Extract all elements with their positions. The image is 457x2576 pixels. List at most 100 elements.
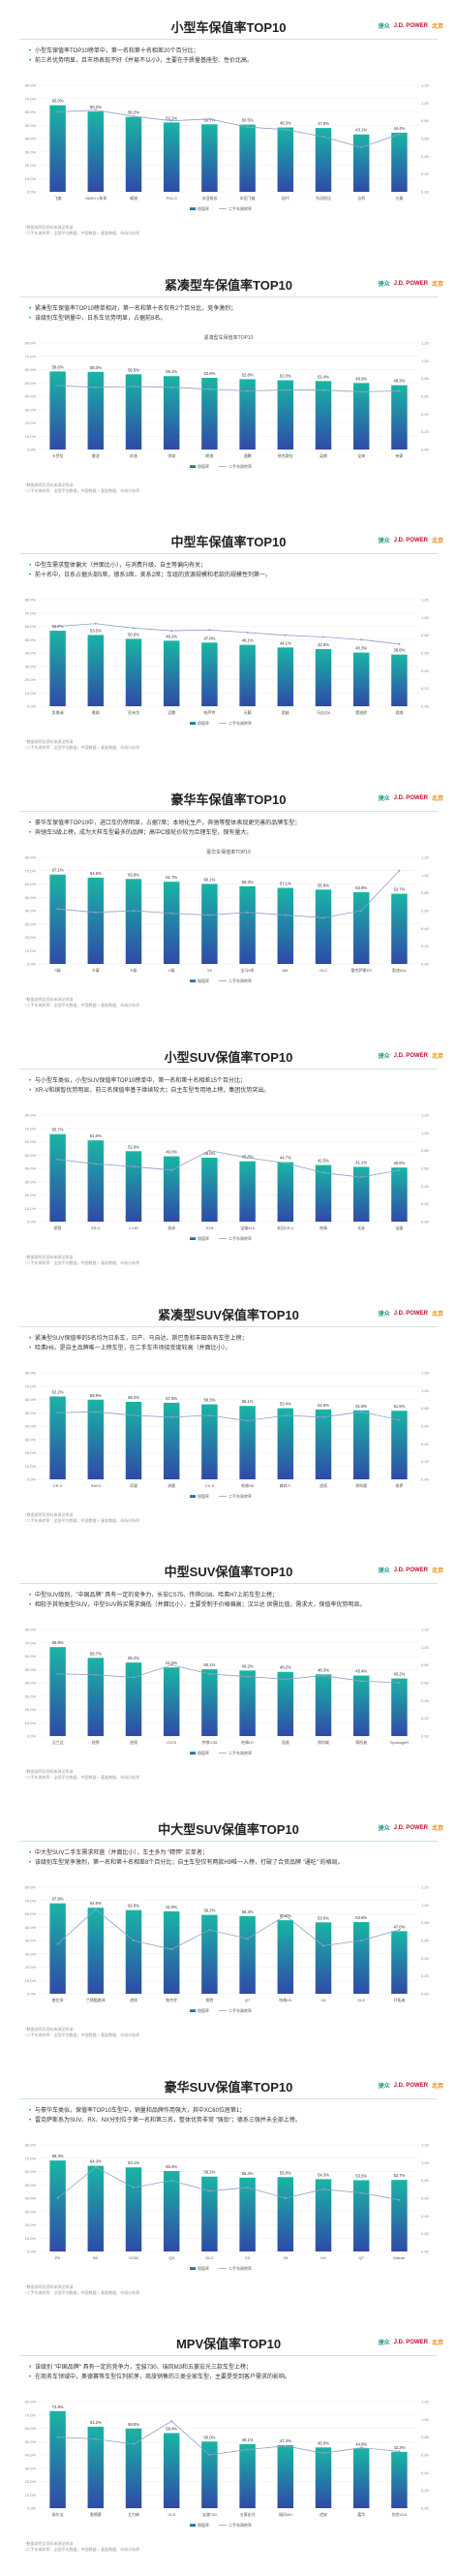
y2-tick-label: 0.40 xyxy=(421,1956,430,1961)
x-tick-label: 艾力绅 xyxy=(128,2511,139,2517)
legend-swatch-bar xyxy=(190,1237,196,1240)
line-point xyxy=(133,2187,135,2188)
y-tick-label: 60.0% xyxy=(25,1139,37,1144)
y-tick-label: 80.0% xyxy=(25,598,37,603)
y-tick-label: 70.0% xyxy=(25,868,37,873)
y-tick-label: 60.0% xyxy=(25,1654,37,1659)
line-point xyxy=(322,1171,324,1174)
brand-logo: J.D. POWER xyxy=(393,1824,428,1831)
bar-line-chart: 0.0% 10.0% 20.0% 30.0% 40.0% 50.0% 60.0% 70.0% 8… xyxy=(19,1876,438,2021)
x-tick-label: 别克GL6 xyxy=(392,2511,408,2517)
bar-value-label: 56.5% xyxy=(128,367,139,372)
divider xyxy=(19,2098,438,2099)
legend-swatch-bar xyxy=(190,2009,196,2012)
brand-logo: 捷众 xyxy=(378,2341,390,2346)
x-tick-label: 五菱 xyxy=(395,195,403,201)
bar-value-label: 64.8% xyxy=(90,871,102,876)
line-point xyxy=(398,2198,401,2201)
line-point xyxy=(322,916,324,919)
line-point xyxy=(56,385,59,387)
line-point xyxy=(284,914,287,916)
bar-value-label: 61.7% xyxy=(166,875,177,880)
brand-logo: J.D. POWER xyxy=(393,794,428,801)
brand-logo: J.D. POWER xyxy=(393,2082,428,2089)
y-tick-label: 0.0% xyxy=(27,1734,37,1739)
brand-logo: 北京 xyxy=(431,539,443,544)
bar-value-label: 42.5% xyxy=(318,1159,329,1164)
x-tick-label: 宝来 xyxy=(357,452,365,458)
legend-label: 保值率 xyxy=(198,463,209,469)
x-tick-label: 马自达6 xyxy=(317,709,331,715)
section-title: 豪华SUV保值率TOP10 xyxy=(164,2080,293,2095)
bar xyxy=(239,124,256,192)
x-tick-label: 丰田致炫 xyxy=(201,195,217,201)
chart-svg: 0.0% 10.0% 20.0% 30.0% 40.0% 50.0% 60.0% 70.0% 8… xyxy=(25,83,430,212)
y-tick-label: 80.0% xyxy=(25,1628,37,1632)
bar-line-chart: 0.0% 10.0% 20.0% 30.0% 40.0% 50.0% 60.0% 70.0% 8… xyxy=(19,74,438,219)
y-tick-label: 30.0% xyxy=(25,2466,37,2470)
y2-tick-label: 1.20 xyxy=(421,1628,430,1632)
line-point xyxy=(133,2443,135,2445)
bar xyxy=(315,128,332,192)
line-point xyxy=(322,2188,324,2190)
y2-tick-label: 0.80 xyxy=(421,2178,430,2183)
y2-tick-label: 0.80 xyxy=(421,890,430,895)
bar-value-label: 53.9% xyxy=(355,885,367,890)
section-title: 紧凑型车保值率TOP10 xyxy=(165,278,292,293)
x-tick-label: 森林人 xyxy=(280,1482,291,1488)
brand-logos: 捷众 J.D. POWER 北京 xyxy=(379,793,443,803)
bar xyxy=(49,2160,66,2251)
y-tick-label: 30.0% xyxy=(25,1951,37,1956)
line-point xyxy=(56,908,59,911)
line-point xyxy=(94,386,97,388)
bar xyxy=(352,383,370,450)
x-tick-label: 开拓者 xyxy=(393,1997,405,2002)
x-tick-label: 卡罗拉 xyxy=(52,452,64,458)
brand-logo: 捷众 xyxy=(378,1054,390,1060)
y-tick-label: 60.0% xyxy=(25,1397,37,1402)
x-tick-label: 凯美瑞 xyxy=(52,709,64,715)
y-tick-label: 20.0% xyxy=(25,677,37,682)
y2-tick-label: 0.20 xyxy=(421,2231,430,2236)
bar xyxy=(201,378,218,450)
bar xyxy=(315,1674,332,1736)
legend-label: 二手车周转率 xyxy=(228,463,252,469)
chart-section: 紧凑型车保值率TOP10 捷众J.D. POWER北京紧凑型车保值率TOP10榜单… xyxy=(0,275,457,517)
bar-value-label: 50.0% xyxy=(203,2435,215,2439)
divider xyxy=(19,296,438,297)
y-tick-label: 10.0% xyxy=(25,948,37,953)
footnotes: *数据说明及资料来源见附录 *二手车周转率：全国平均数据，中国数据 + 基准数据、… xyxy=(25,1255,139,1266)
bar xyxy=(87,1908,105,1994)
brand-logo: 北京 xyxy=(431,1826,443,1832)
legend-swatch-bar xyxy=(190,979,196,982)
line-series xyxy=(57,1150,400,1178)
y-tick-label: 60.0% xyxy=(25,2426,37,2431)
bar-value-label: 47.9% xyxy=(318,121,329,126)
x-tick-label: 飞度 xyxy=(54,195,62,201)
x-tick-label: S级 xyxy=(54,967,61,973)
line-point xyxy=(246,1419,249,1422)
y-tick-label: 70.0% xyxy=(25,1126,37,1131)
divider xyxy=(19,1326,438,1327)
x-tick-label: 天籁 xyxy=(244,709,252,715)
bar-value-label: 62.2% xyxy=(52,1389,64,1394)
y-tick-label: 30.0% xyxy=(25,921,37,926)
y2-tick-label: 0.60 xyxy=(421,137,430,141)
bar-value-label: 67.9% xyxy=(52,1897,64,1902)
line-point xyxy=(322,2452,324,2455)
legend-label: 保值率 xyxy=(198,2265,209,2271)
bar xyxy=(277,1920,294,1994)
bar-value-label: 53.8% xyxy=(203,371,215,376)
legend-label: 二手车周转率 xyxy=(228,205,252,211)
line-point xyxy=(56,2436,59,2438)
bar-value-label: 49.2% xyxy=(166,634,177,638)
bar-value-label: 52.1% xyxy=(166,115,177,120)
y2-tick-label: 0.00 xyxy=(421,1992,430,1997)
y-tick-label: 80.0% xyxy=(25,1885,37,1890)
line-point xyxy=(133,115,135,118)
brand-logo: 捷众 xyxy=(378,539,390,544)
x-tick-label: SportageR xyxy=(390,1740,409,1745)
y2-tick-label: 0.60 xyxy=(421,651,430,656)
legend-label: 二手车周转率 xyxy=(228,2265,252,2271)
bar xyxy=(239,2177,256,2251)
